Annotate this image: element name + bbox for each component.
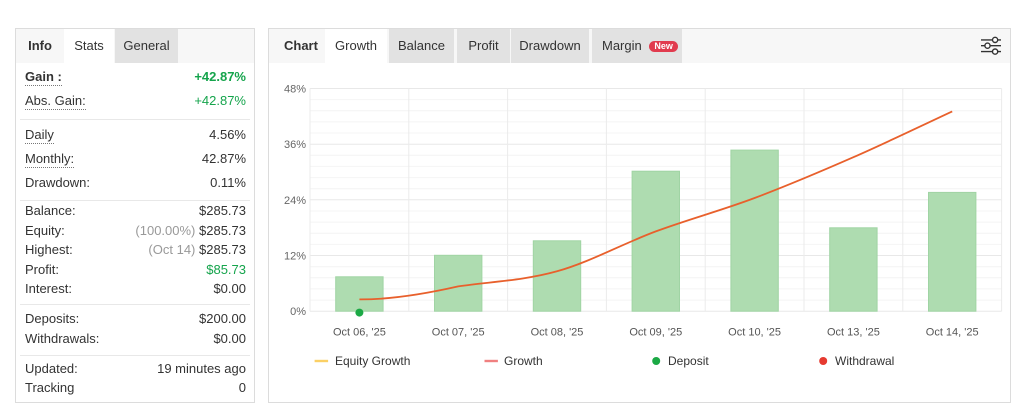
svg-text:12%: 12%: [284, 251, 306, 263]
svg-text:Equity Growth: Equity Growth: [335, 354, 410, 368]
svg-text:Oct 06, '25: Oct 06, '25: [333, 327, 386, 339]
svg-text:Deposit: Deposit: [668, 354, 709, 368]
svg-text:Oct 13, '25: Oct 13, '25: [827, 327, 880, 339]
svg-text:0%: 0%: [290, 306, 306, 318]
svg-text:Oct 09, '25: Oct 09, '25: [629, 327, 682, 339]
svg-text:Withdrawal: Withdrawal: [835, 354, 894, 368]
svg-text:Growth: Growth: [504, 354, 543, 368]
svg-text:48%: 48%: [284, 84, 306, 96]
svg-text:24%: 24%: [284, 195, 306, 207]
svg-text:Oct 07, '25: Oct 07, '25: [432, 327, 485, 339]
svg-text:Oct 14, '25: Oct 14, '25: [926, 327, 979, 339]
svg-text:36%: 36%: [284, 139, 306, 151]
svg-text:Oct 08, '25: Oct 08, '25: [531, 327, 584, 339]
svg-text:Oct 10, '25: Oct 10, '25: [728, 327, 781, 339]
